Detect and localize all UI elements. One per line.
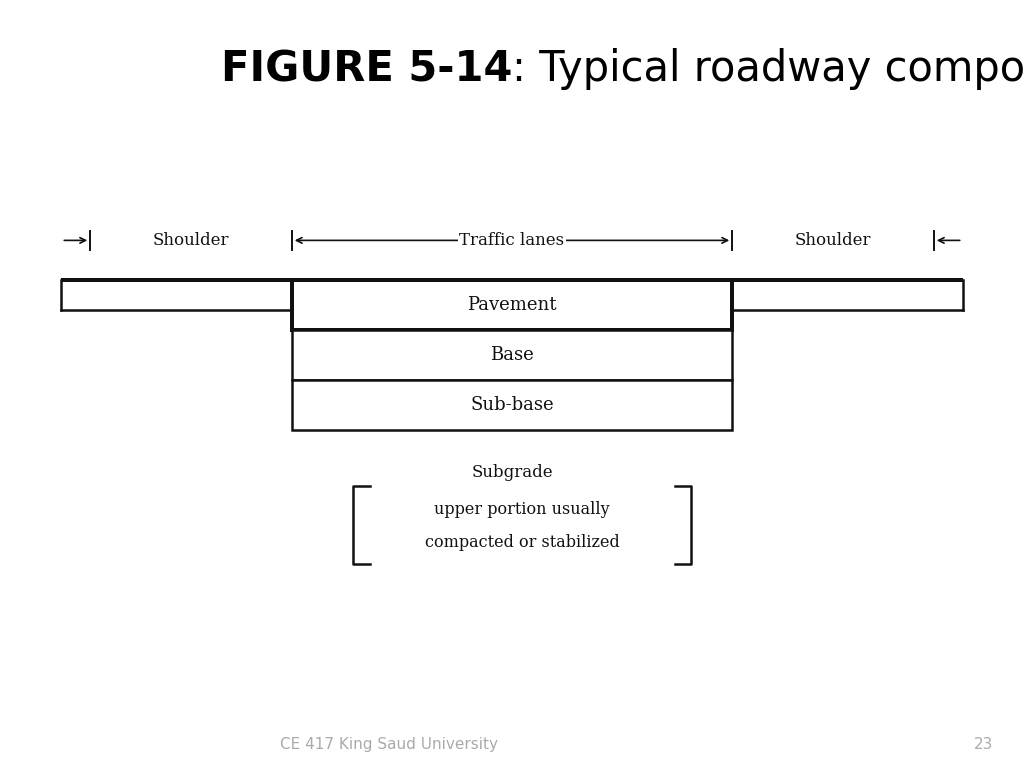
Text: Shoulder: Shoulder bbox=[153, 232, 229, 249]
Text: Base: Base bbox=[490, 346, 534, 364]
Text: compacted or stabilized: compacted or stabilized bbox=[425, 535, 620, 551]
Text: upper portion usually: upper portion usually bbox=[434, 501, 610, 518]
Bar bbox=[292, 330, 732, 380]
Text: : Typical roadway components.: : Typical roadway components. bbox=[512, 48, 1024, 90]
Text: CE 417 King Saud University: CE 417 King Saud University bbox=[281, 737, 498, 753]
Text: FIGURE 5-14: FIGURE 5-14 bbox=[220, 48, 512, 90]
Text: 23: 23 bbox=[974, 737, 993, 753]
Bar bbox=[292, 380, 732, 430]
Text: Subgrade: Subgrade bbox=[471, 464, 553, 481]
Bar bbox=[292, 280, 732, 330]
Text: Traffic lanes: Traffic lanes bbox=[460, 232, 564, 249]
Text: Pavement: Pavement bbox=[467, 296, 557, 314]
Text: Sub-base: Sub-base bbox=[470, 396, 554, 414]
Text: Shoulder: Shoulder bbox=[795, 232, 871, 249]
